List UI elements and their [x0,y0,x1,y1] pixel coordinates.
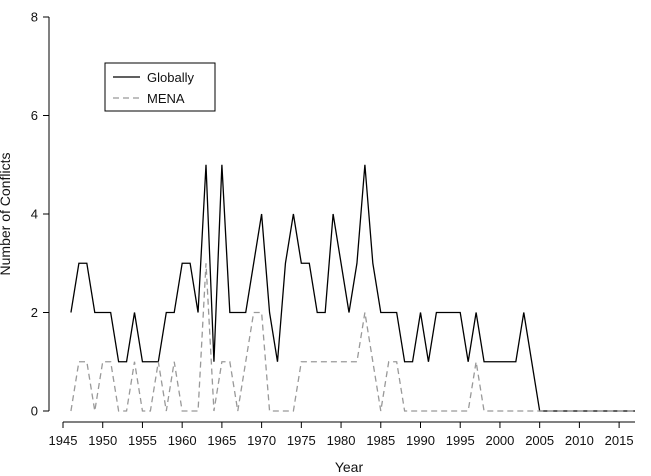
x-tick-label: 1990 [406,433,435,448]
x-tick-label: 1955 [128,433,157,448]
y-tick-label: 8 [31,10,38,25]
x-tick-label: 1995 [446,433,475,448]
y-axis-title: Number of Conflicts [0,153,13,276]
legend-label-globally: Globally [147,70,194,85]
x-tick-label: 1950 [88,433,117,448]
x-tick-label: 1985 [366,433,395,448]
x-tick-label: 1945 [49,433,78,448]
x-tick-label: 2010 [565,433,594,448]
legend-label-mena: MENA [147,91,185,106]
x-tick-label: 1980 [327,433,356,448]
x-tick-label: 2000 [485,433,514,448]
x-tick-label: 1960 [168,433,197,448]
x-tick-label: 1975 [287,433,316,448]
x-tick-label: 1965 [207,433,236,448]
x-tick-label: 1970 [247,433,276,448]
series-line-mena [70,263,635,412]
x-tick-label: 2015 [605,433,634,448]
x-tick-label: 2005 [525,433,554,448]
x-axis-title: Year [335,459,364,475]
y-tick-label: 6 [31,108,38,123]
y-tick-label: 2 [31,305,38,320]
y-tick-label: 4 [31,207,38,222]
legend: Globally MENA [104,62,216,112]
y-ticks: 0 2 4 6 8 [31,10,49,419]
legend-box [104,62,216,112]
series-line-globally [70,164,635,412]
x-ticks: 1945 1950 1955 1960 1965 1970 1975 1980 1985 1990… [49,422,634,448]
y-tick-label: 0 [31,404,38,419]
series-layer [70,164,635,412]
